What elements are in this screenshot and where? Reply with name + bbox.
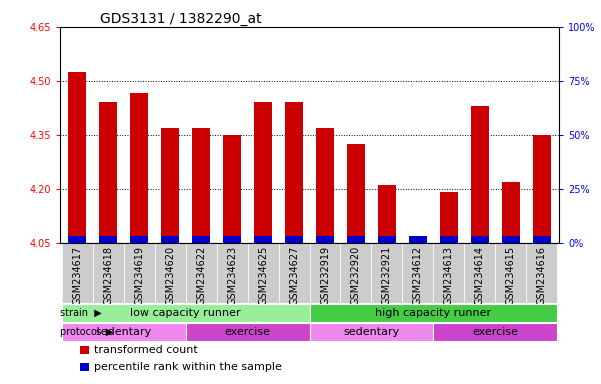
Bar: [440, 192, 458, 243]
Bar: [99, 103, 117, 243]
Bar: [347, 144, 365, 243]
Bar: [80, 363, 89, 371]
Bar: [254, 103, 272, 243]
Text: GSM232920: GSM232920: [351, 246, 361, 305]
Bar: [248, 243, 278, 303]
Bar: [440, 236, 458, 243]
Bar: [316, 236, 334, 243]
Text: transformed count: transformed count: [94, 345, 198, 355]
Text: high capacity runner: high capacity runner: [376, 308, 492, 318]
Bar: [62, 323, 186, 341]
Bar: [310, 323, 433, 341]
Bar: [99, 236, 117, 243]
Text: GSM234627: GSM234627: [289, 246, 299, 305]
Bar: [130, 236, 148, 243]
Text: GSM234618: GSM234618: [103, 246, 113, 305]
Text: low capacity runner: low capacity runner: [130, 308, 241, 318]
Bar: [526, 243, 557, 303]
Bar: [502, 236, 520, 243]
Bar: [93, 243, 124, 303]
Bar: [471, 106, 489, 243]
Bar: [347, 236, 365, 243]
Bar: [433, 323, 557, 341]
Text: GSM234616: GSM234616: [537, 246, 547, 305]
Text: GSM234625: GSM234625: [258, 246, 268, 305]
Text: percentile rank within the sample: percentile rank within the sample: [94, 362, 282, 372]
Bar: [130, 93, 148, 243]
Text: GSM234613: GSM234613: [444, 246, 454, 305]
Bar: [377, 236, 396, 243]
Text: GSM232921: GSM232921: [382, 246, 392, 305]
Bar: [495, 243, 526, 303]
Bar: [377, 185, 396, 243]
Bar: [186, 323, 310, 341]
Text: GSM234612: GSM234612: [413, 246, 423, 305]
Bar: [216, 243, 248, 303]
Bar: [161, 236, 179, 243]
Text: strain  ▶: strain ▶: [60, 308, 102, 318]
Text: GSM234619: GSM234619: [134, 246, 144, 305]
Bar: [68, 236, 87, 243]
Bar: [310, 304, 557, 322]
Text: GSM234615: GSM234615: [506, 246, 516, 305]
Bar: [161, 127, 179, 243]
Bar: [316, 127, 334, 243]
Text: exercise: exercise: [472, 327, 519, 337]
Bar: [433, 243, 465, 303]
Bar: [532, 135, 551, 243]
Text: GSM234620: GSM234620: [165, 246, 175, 305]
Bar: [124, 243, 154, 303]
Bar: [285, 103, 304, 243]
Text: GSM234623: GSM234623: [227, 246, 237, 305]
Text: exercise: exercise: [225, 327, 270, 337]
Text: GSM234614: GSM234614: [475, 246, 485, 305]
Bar: [471, 236, 489, 243]
Text: GSM234617: GSM234617: [72, 246, 82, 305]
Bar: [310, 243, 341, 303]
Text: GDS3131 / 1382290_at: GDS3131 / 1382290_at: [100, 12, 261, 26]
Bar: [186, 243, 216, 303]
Bar: [341, 243, 371, 303]
Bar: [465, 243, 495, 303]
Bar: [68, 72, 87, 243]
Bar: [62, 243, 93, 303]
Bar: [154, 243, 186, 303]
Text: sedentary: sedentary: [96, 327, 151, 337]
Bar: [62, 304, 310, 322]
Bar: [285, 236, 304, 243]
Bar: [409, 235, 427, 243]
Bar: [502, 182, 520, 243]
Bar: [532, 236, 551, 243]
Bar: [278, 243, 310, 303]
Bar: [254, 236, 272, 243]
Text: GSM232919: GSM232919: [320, 246, 330, 305]
Bar: [223, 135, 242, 243]
Bar: [403, 243, 433, 303]
Text: sedentary: sedentary: [343, 327, 400, 337]
Bar: [409, 236, 427, 243]
Bar: [80, 346, 89, 354]
Text: GSM234622: GSM234622: [196, 246, 206, 305]
Bar: [192, 236, 210, 243]
Bar: [192, 127, 210, 243]
Bar: [223, 236, 242, 243]
Bar: [371, 243, 403, 303]
Text: protocol  ▶: protocol ▶: [60, 327, 114, 337]
